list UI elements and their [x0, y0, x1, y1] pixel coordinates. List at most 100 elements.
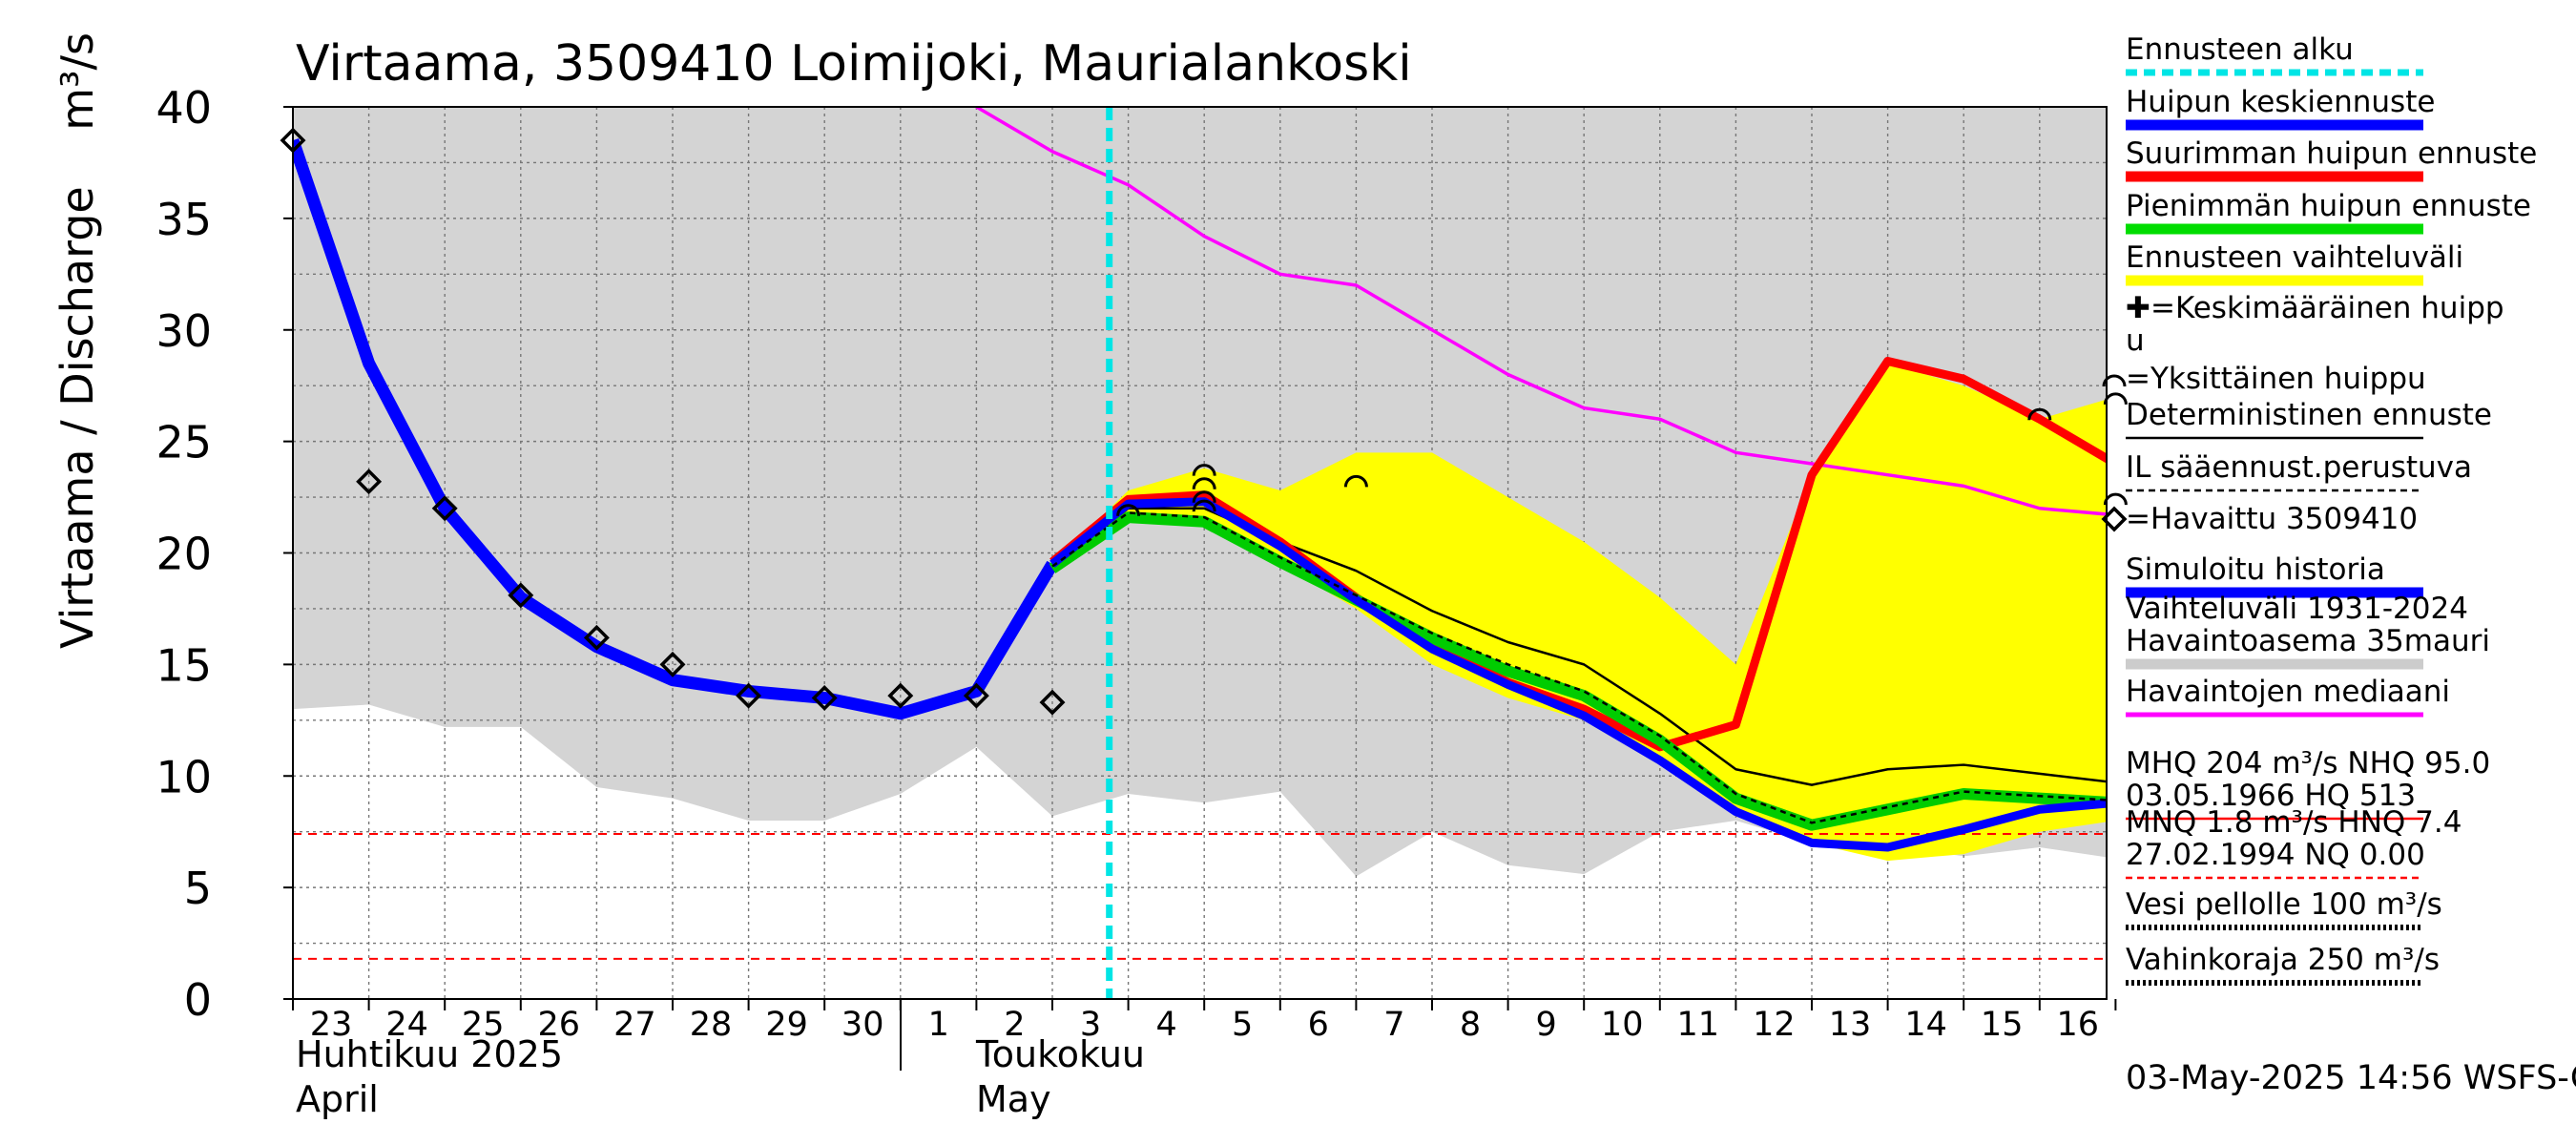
- legend-item: Vesi pellolle 100 m³/s: [2126, 887, 2442, 930]
- legend-item: =Havaittu 3509410: [2126, 502, 2418, 536]
- observed-point: [508, 582, 534, 609]
- legend-item: Pienimmän huipun ennuste: [2126, 189, 2531, 235]
- single-peak-marker: [2103, 492, 2128, 506]
- legend-label-line2: 27.02.1994 NQ 0.00: [2126, 838, 2425, 872]
- legend-item: Vahinkoraja 250 m³/s: [2126, 943, 2440, 986]
- legend-label: Ennusteen alku: [2126, 32, 2354, 67]
- x-tick-label: 13: [1829, 1006, 1872, 1044]
- single-peak-marker: [2027, 407, 2052, 421]
- legend-item: Huipun keskiennuste: [2126, 85, 2435, 131]
- legend: Ennusteen alku Huipun keskiennuste Suurimm…: [2101, 32, 2537, 986]
- legend-item: Simuloitu historia: [2126, 552, 2423, 598]
- legend-item: IL sääennust.perustuva: [2126, 450, 2472, 492]
- month-label-en: April: [296, 1078, 379, 1120]
- legend-item: Deterministinen ennuste: [2126, 398, 2492, 440]
- x-tick-label: 23: [310, 1006, 353, 1044]
- legend-label: Huipun keskiennuste: [2126, 85, 2435, 119]
- grid: [293, 107, 2107, 999]
- x-tick-label: 2: [1004, 1006, 1025, 1044]
- observed-point: [811, 684, 838, 711]
- legend-item: ✚=Keskimääräinen huippu: [2126, 291, 2504, 358]
- legend-label-line2: 03.05.1966 HQ 513: [2126, 779, 2416, 813]
- y-axis: 0 5 10 15 20 25 30 35 40: [156, 82, 293, 1026]
- x-tick-label: 9: [1535, 1006, 1556, 1044]
- y-axis-label: Virtaama / Discharge m³/s: [52, 32, 103, 649]
- x-tick-label: 1: [928, 1006, 949, 1044]
- observed-point: [963, 682, 989, 709]
- x-tick-label: 3: [1080, 1006, 1101, 1044]
- y-tick-label: 10: [156, 751, 212, 802]
- month-label: Toukokuu: [975, 1033, 1145, 1075]
- legend-item: =Yksittäinen huippu: [2126, 362, 2426, 396]
- single-peak-marker: [1192, 490, 1216, 503]
- forecast-range-area: [1052, 363, 2107, 862]
- legend-observed-icon: [2101, 506, 2128, 532]
- x-tick-label: 7: [1383, 1006, 1404, 1044]
- x-tick-label: 12: [1753, 1006, 1796, 1044]
- single-peak-marker: [1116, 504, 1141, 516]
- observed-point: [1039, 689, 1066, 716]
- x-tick-label: 6: [1308, 1006, 1329, 1044]
- y-tick-label: 25: [156, 417, 212, 468]
- legend-label: Vahinkoraja 250 m³/s: [2126, 943, 2440, 977]
- observed-point: [736, 682, 762, 709]
- legend-label: Suurimman huipun ennuste: [2126, 136, 2537, 171]
- mean-peak-forecast-line: [1049, 497, 2107, 852]
- x-tick-label: 24: [385, 1006, 428, 1044]
- max-peak-forecast-line: [1049, 356, 2107, 752]
- legend-item: Havaintojen mediaani: [2126, 675, 2450, 718]
- y-tick-label: 5: [184, 863, 212, 914]
- y-tick-label: 0: [184, 974, 212, 1026]
- legend-label: Havaintojen mediaani: [2126, 675, 2450, 709]
- x-tick-label: 5: [1232, 1006, 1253, 1044]
- y-tick-label: 35: [156, 194, 212, 245]
- min-peak-forecast-line: [1049, 511, 2107, 831]
- x-tick-label: 16: [2057, 1006, 2100, 1044]
- legend-label: MNQ 1.8 m³/s HNQ 7.4: [2126, 805, 2462, 840]
- observed-point: [583, 624, 610, 651]
- legend-label: Vesi pellolle 100 m³/s: [2126, 887, 2442, 922]
- legend-label: =Havaittu 3509410: [2126, 502, 2418, 536]
- x-tick-label: 30: [841, 1006, 884, 1044]
- legend-label-line2: u: [2126, 323, 2145, 358]
- legend-label: Pienimmän huipun ennuste: [2126, 189, 2531, 223]
- x-tick-label: 14: [1904, 1006, 1947, 1044]
- legend-item: Vaihteluväli 1931-2024 Havaintoasema 35m…: [2126, 592, 2490, 670]
- legend-label: Ennusteen vaihteluväli: [2126, 240, 2463, 275]
- x-tick-label: 29: [765, 1006, 808, 1044]
- legend-label: =Yksittäinen huippu: [2126, 362, 2426, 396]
- legend-item: Ennusteen vaihteluväli: [2126, 240, 2463, 286]
- legend-label: Simuloitu historia: [2126, 552, 2385, 587]
- y-tick-label: 30: [156, 305, 212, 357]
- legend-item: MNQ 1.8 m³/s HNQ 7.427.02.1994 NQ 0.00: [2126, 805, 2462, 880]
- observed-point: [356, 468, 383, 495]
- x-tick-label: 27: [613, 1006, 656, 1044]
- legend-label: Vaihteluväli 1931-2024: [2126, 592, 2468, 626]
- single-peak-marker: [1343, 474, 1368, 488]
- observed-point: [431, 495, 458, 522]
- plot-area: [280, 106, 2128, 1000]
- single-peak-marker: [2103, 392, 2128, 406]
- legend-label: Deterministinen ennuste: [2126, 398, 2492, 432]
- x-tick-label: 28: [690, 1006, 733, 1044]
- chart-title: Virtaama, 3509410 Loimijoki, Maurialanko…: [296, 35, 1412, 93]
- x-tick-label: 26: [538, 1006, 581, 1044]
- legend-peak-icon: [2102, 374, 2127, 387]
- legend-label: IL sääennust.perustuva: [2126, 450, 2472, 485]
- footer-timestamp: 03-May-2025 14:56 WSFS-O: [2126, 1059, 2576, 1097]
- month-label-en: May: [976, 1078, 1051, 1120]
- single-peak-marker: [1192, 477, 1216, 489]
- month-label: Huhtikuu 2025: [296, 1033, 563, 1075]
- observed-point: [887, 682, 914, 709]
- median-line: [975, 107, 2107, 516]
- y-tick-label: 15: [156, 639, 212, 691]
- x-tick-label: 11: [1677, 1006, 1720, 1044]
- legend-label: ✚=Keskimääräinen huipp: [2126, 291, 2504, 325]
- y-tick-label: 40: [156, 82, 212, 134]
- legend-label: MHQ 204 m³/s NHQ 95.0: [2126, 746, 2490, 781]
- y-tick-label: 20: [156, 529, 212, 580]
- x-axis: 23 24 25 26 27 28 29 30 1 2 3 4 5 6 7 8 9 10 11 12 13 14 15 16H…: [292, 999, 2117, 1120]
- x-tick-label: 25: [462, 1006, 505, 1044]
- series-layer: [293, 107, 2107, 960]
